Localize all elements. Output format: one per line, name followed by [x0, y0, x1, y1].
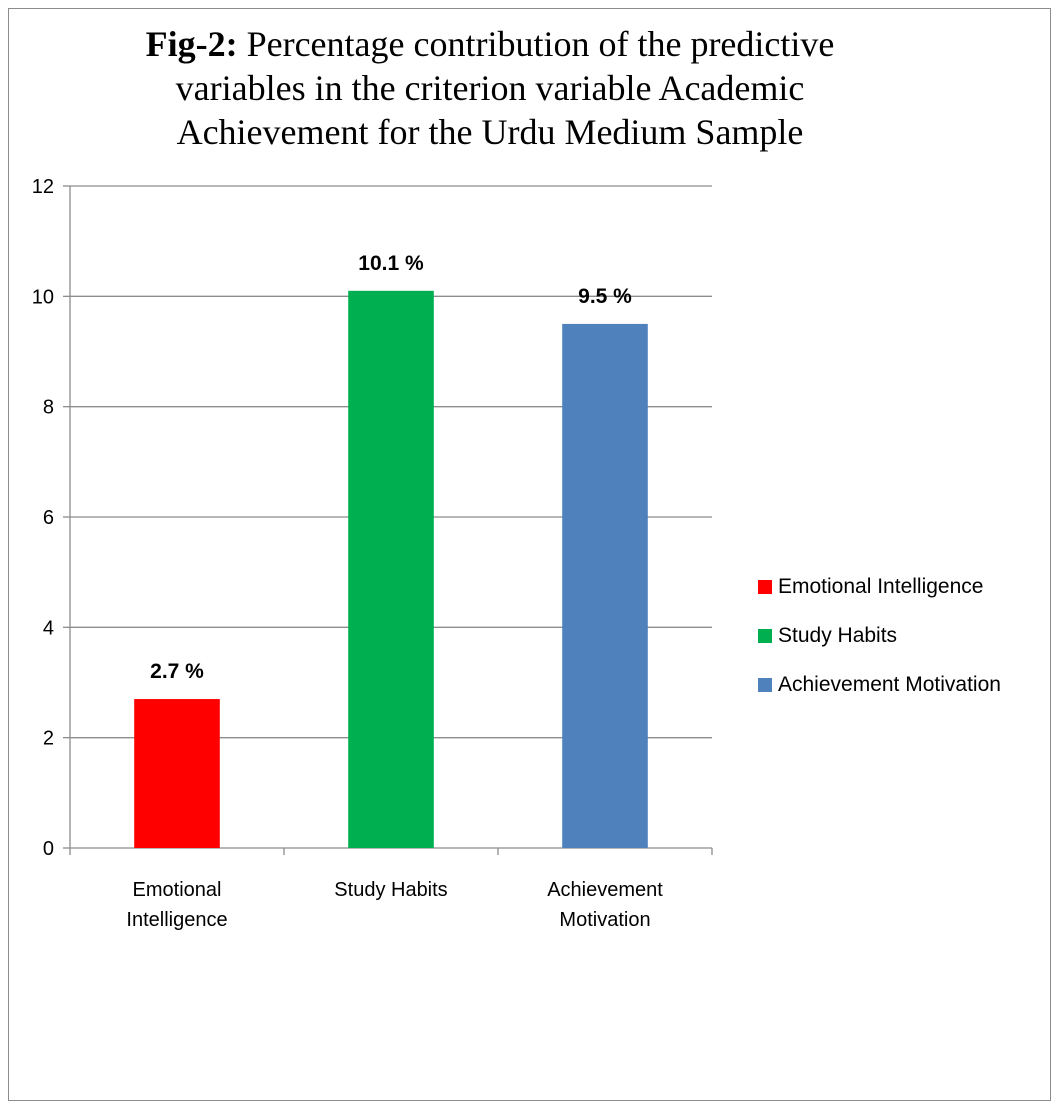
- y-tick-label: 6: [43, 507, 54, 529]
- chart-legend: Emotional Intelligence Study Habits Achiev…: [758, 574, 1001, 721]
- bar-2: [348, 290, 434, 849]
- legend-item: Achievement Motivation: [758, 672, 1001, 698]
- bar-3: [562, 323, 648, 849]
- y-tick-label: 10: [32, 286, 54, 308]
- x-category-label: Emotional: [133, 879, 222, 901]
- chart-frame: [8, 8, 1051, 1101]
- legend-swatch: [758, 580, 772, 594]
- x-category-label: Intelligence: [126, 909, 227, 931]
- data-label: 9.5 %: [578, 285, 632, 308]
- y-tick-label: 2: [43, 728, 54, 750]
- y-tick-label: 8: [43, 397, 54, 419]
- data-label: 10.1 %: [358, 252, 424, 275]
- legend-label: Emotional Intelligence: [778, 575, 984, 598]
- chart-title-prefix: Fig-2:: [145, 24, 238, 64]
- x-category-label: Achievement: [547, 879, 663, 901]
- y-tick-label: 12: [32, 176, 54, 198]
- legend-label: Study Habits: [778, 624, 898, 647]
- chart-title: Fig-2: Percentage contribution of the pr…: [80, 22, 900, 154]
- legend-item: Emotional Intelligence: [758, 574, 1001, 600]
- chart-title-text: Percentage contribution of the predictiv…: [175, 24, 835, 152]
- bar-1: [134, 699, 220, 848]
- legend-swatch: [758, 629, 772, 643]
- legend-label: Achievement Motivation: [778, 673, 1001, 696]
- y-tick-label: 4: [43, 617, 54, 639]
- legend-swatch: [758, 678, 772, 692]
- legend-item: Study Habits: [758, 623, 1001, 649]
- data-label: 2.7 %: [150, 660, 204, 683]
- y-tick-label: 0: [43, 838, 54, 860]
- x-category-label: Motivation: [559, 909, 650, 931]
- x-category-label: Study Habits: [334, 879, 447, 901]
